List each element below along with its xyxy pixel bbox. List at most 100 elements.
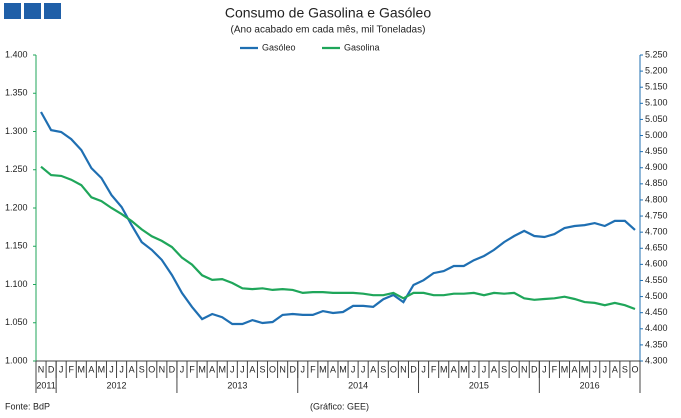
x-tick-label: A bbox=[209, 364, 215, 374]
x-tick-label: A bbox=[612, 364, 618, 374]
x-tick-label: J bbox=[301, 364, 306, 374]
year-label: 2014 bbox=[348, 380, 368, 390]
x-tick-label: D bbox=[531, 364, 538, 374]
x-tick-label: S bbox=[501, 364, 507, 374]
y2-tick-label: 4.600 bbox=[645, 259, 668, 269]
y2-tick-label: 4.400 bbox=[645, 323, 668, 333]
x-tick-label: A bbox=[330, 364, 336, 374]
y2-tick-label: 5.200 bbox=[645, 65, 668, 75]
x-tick-label: D bbox=[169, 364, 176, 374]
x-tick-label: J bbox=[542, 364, 547, 374]
chart-subtitle: (Ano acabado em cada mês, mil Toneladas) bbox=[231, 25, 426, 36]
y2-tick-label: 4.550 bbox=[645, 275, 668, 285]
year-label: 2016 bbox=[580, 380, 600, 390]
x-tick-label: F bbox=[68, 364, 74, 374]
x-tick-label: M bbox=[561, 364, 569, 374]
x-tick-label: F bbox=[431, 364, 437, 374]
x-tick-label: N bbox=[38, 364, 45, 374]
x-tick-label: J bbox=[482, 364, 487, 374]
x-tick-label: M bbox=[319, 364, 327, 374]
y2-tick-label: 4.900 bbox=[645, 162, 668, 172]
source: Fonte: BdP bbox=[5, 401, 50, 411]
y-tick-label: 1.100 bbox=[5, 279, 28, 289]
x-tick-label: M bbox=[218, 364, 226, 374]
y2-tick-label: 4.850 bbox=[645, 178, 668, 188]
x-tick-label: N bbox=[279, 364, 286, 374]
y2-tick-label: 5.100 bbox=[645, 98, 668, 108]
x-tick-label: M bbox=[98, 364, 106, 374]
chart-title: Consumo de Gasolina e Gasóleo bbox=[225, 5, 431, 21]
x-tick-label: S bbox=[139, 364, 145, 374]
series-line bbox=[40, 165, 636, 311]
y2-tick-label: 4.650 bbox=[645, 243, 668, 253]
y-tick-label: 1.050 bbox=[5, 317, 28, 327]
x-tick-label: O bbox=[269, 364, 276, 374]
y2-tick-label: 5.250 bbox=[645, 49, 668, 59]
x-tick-label: M bbox=[78, 364, 86, 374]
x-tick-label: J bbox=[59, 364, 64, 374]
x-tick-label: O bbox=[511, 364, 518, 374]
x-tick-label: J bbox=[180, 364, 185, 374]
x-tick-label: D bbox=[289, 364, 296, 374]
x-tick-label: F bbox=[189, 364, 195, 374]
x-tick-label: J bbox=[361, 364, 366, 374]
x-tick-label: S bbox=[380, 364, 386, 374]
x-tick-label: N bbox=[159, 364, 166, 374]
x-tick-label: S bbox=[259, 364, 265, 374]
x-tick-label: J bbox=[592, 364, 597, 374]
x-tick-label: J bbox=[421, 364, 426, 374]
y2-tick-label: 4.300 bbox=[645, 355, 668, 365]
x-tick-label: M bbox=[581, 364, 589, 374]
y-tick-label: 1.150 bbox=[5, 241, 28, 251]
x-tick-label: M bbox=[198, 364, 206, 374]
x-tick-label: J bbox=[119, 364, 124, 374]
logo-square bbox=[24, 3, 41, 19]
y-tick-label: 1.400 bbox=[5, 49, 28, 59]
y2-tick-label: 5.050 bbox=[645, 114, 668, 124]
x-tick-label: M bbox=[460, 364, 468, 374]
logo-square bbox=[4, 3, 21, 19]
y2-tick-label: 4.800 bbox=[645, 194, 668, 204]
x-tick-label: J bbox=[472, 364, 477, 374]
x-tick-label: J bbox=[240, 364, 245, 374]
x-tick-label: F bbox=[310, 364, 316, 374]
y2-tick-label: 4.750 bbox=[645, 210, 668, 220]
x-tick-label: A bbox=[491, 364, 497, 374]
series-line bbox=[40, 111, 636, 326]
y-tick-label: 1.350 bbox=[5, 88, 28, 98]
x-tick-label: A bbox=[88, 364, 94, 374]
x-tick-label: A bbox=[370, 364, 376, 374]
year-label: 2013 bbox=[227, 380, 247, 390]
x-tick-label: O bbox=[390, 364, 397, 374]
x-tick-label: A bbox=[129, 364, 135, 374]
y2-tick-label: 4.450 bbox=[645, 307, 668, 317]
x-tick-label: J bbox=[351, 364, 356, 374]
y2-tick-label: 4.700 bbox=[645, 227, 668, 237]
x-tick-label: D bbox=[48, 364, 55, 374]
x-tick-label: A bbox=[451, 364, 457, 374]
x-tick-label: O bbox=[148, 364, 155, 374]
y2-tick-label: 4.950 bbox=[645, 146, 668, 156]
credit: (Gráfico: GEE) bbox=[310, 401, 369, 411]
x-tick-label: M bbox=[339, 364, 347, 374]
x-tick-label: S bbox=[622, 364, 628, 374]
year-label: 2012 bbox=[107, 380, 127, 390]
y-tick-label: 1.000 bbox=[5, 355, 28, 365]
y2-tick-label: 5.000 bbox=[645, 130, 668, 140]
y2-tick-label: 5.150 bbox=[645, 82, 668, 92]
y-tick-label: 1.250 bbox=[5, 164, 28, 174]
x-tick-label: D bbox=[410, 364, 417, 374]
legend-label: Gasóleo bbox=[262, 42, 296, 52]
x-tick-label: J bbox=[109, 364, 114, 374]
y2-tick-label: 4.500 bbox=[645, 291, 668, 301]
x-tick-label: J bbox=[603, 364, 608, 374]
y2-tick-label: 4.350 bbox=[645, 339, 668, 349]
x-tick-label: J bbox=[230, 364, 235, 374]
logo-square bbox=[44, 3, 61, 19]
y-tick-label: 1.300 bbox=[5, 126, 28, 136]
x-tick-label: A bbox=[572, 364, 578, 374]
x-tick-label: N bbox=[521, 364, 528, 374]
year-label: 2011 bbox=[36, 380, 55, 390]
x-tick-label: M bbox=[440, 364, 448, 374]
